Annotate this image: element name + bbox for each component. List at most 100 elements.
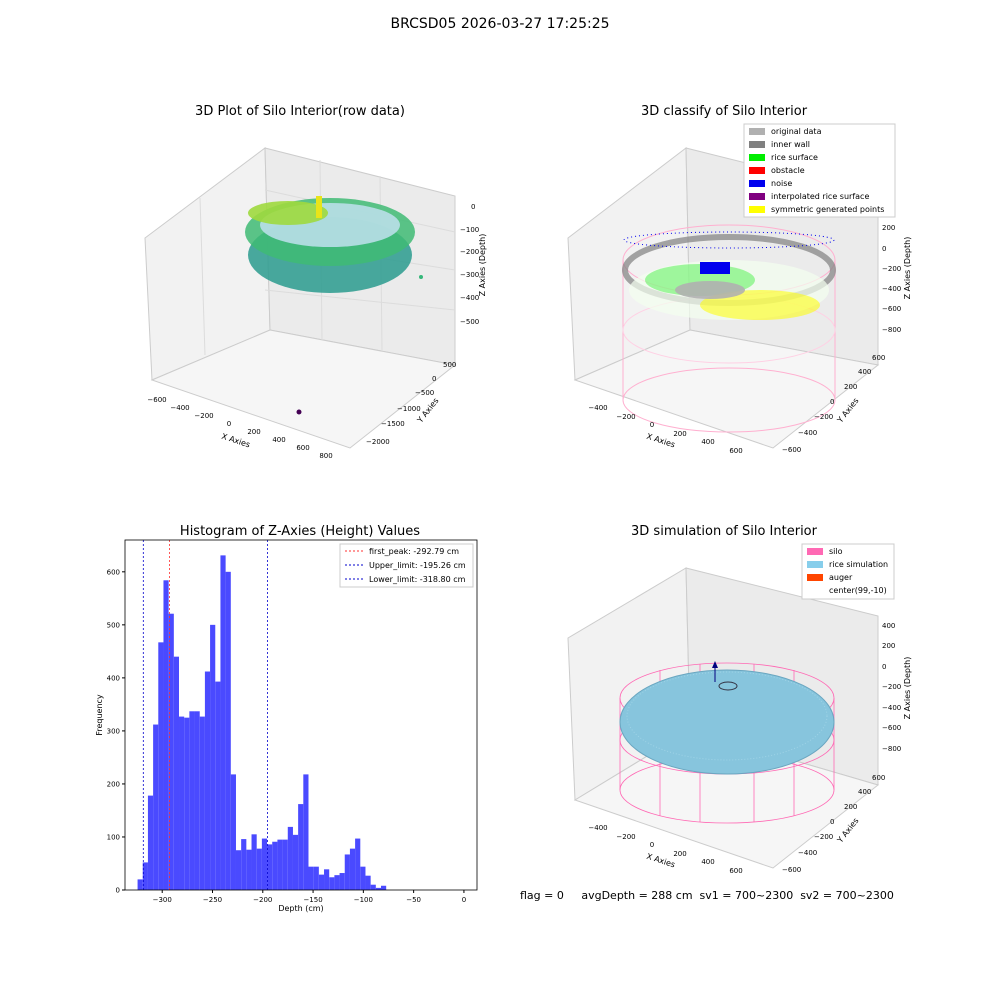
panel1-xtick: 200 [247,428,260,436]
histogram-bar [334,875,340,890]
panel2-legend-items: original data inner wall rice surface ob… [749,127,884,214]
panel3-title: Histogram of Z-Axies (Height) Values [179,524,421,539]
histogram-ytick-label: 200 [107,780,120,788]
histogram-bar [147,795,154,890]
panel4-ztick: 200 [882,642,895,650]
histogram-bar [210,624,216,890]
panel1-xtick: −400 [170,404,189,412]
histogram-bar [282,839,288,890]
histogram-bar [256,848,262,890]
legend-label: rice surface [771,153,818,162]
histogram-bar [292,834,299,890]
histogram-bar [220,555,226,890]
panel4-legend-items: silo rice simulation auger center(99,-10… [807,547,888,595]
panel2-zticks: 200 0 −200 −400 −600 −800 [882,224,901,334]
legend-swatch-rice-simulation [807,561,823,568]
histogram-ytick-label: 0 [116,887,120,895]
panel1-ytick: 500 [443,361,456,369]
legend-label: center(99,-10) [829,586,887,595]
histogram-bar [241,839,247,890]
histogram-bar [225,571,231,890]
panel2-ytick: 0 [830,398,834,406]
panel2-xtick: 600 [729,447,742,455]
panel4-center-marker [712,661,718,668]
panel2-ytick: 600 [872,354,885,362]
legend-swatch-rice-surface [749,154,765,161]
legend-swatch-interpolated [749,193,765,200]
histogram-bar [215,681,221,890]
panel4-xtick: 400 [701,858,714,866]
panel2-noise-cluster [700,262,730,274]
panel1-ztick: 0 [471,203,475,211]
panel1-pane-floor [150,329,457,449]
panel4-zticks: 400 200 0 −200 −400 −600 −800 [882,622,901,753]
panel1-xtick: 800 [319,452,332,460]
panel2-ztick: 200 [882,224,895,232]
histogram-bar [360,866,366,890]
histogram-xtick-label: −200 [253,896,272,904]
panel1-ytick: −1500 [381,420,405,428]
legend-label: noise [771,179,792,188]
panel2-ztick: 0 [882,245,886,253]
panel2-chart: original data inner wall rice surface ob… [567,123,912,455]
histogram-bar [230,774,236,890]
panel2-legend [743,123,896,218]
panel2-pane-floor [573,329,880,449]
panel4-ztick: −200 [882,683,901,691]
histogram-ytick-label: 400 [107,674,120,682]
histogram-bar [370,884,376,890]
histogram-bar [137,879,143,890]
panel4-ztick: 0 [882,663,886,671]
panel2-ztick: −200 [882,265,901,273]
panel4-ylabel: Y Axies [835,816,861,845]
panel1-zticks: 0 −100 −200 −300 −400 −500 [460,203,479,326]
panel4-title: 3D simulation of Silo Interior [631,524,817,539]
panel1-ytick: −2000 [366,438,390,446]
legend-label: symmetric generated points [771,205,884,214]
panel1-xtick: −600 [147,396,166,404]
histogram-bar [381,885,387,890]
histogram-bar [344,854,350,890]
histogram-bar [251,834,257,890]
panel4-ytick: 200 [844,803,857,811]
panel2-title: 3D classify of Silo Interior [640,104,808,119]
panel2-xticks: −400 −200 0 200 400 600 [588,404,742,455]
panel2-xtick: 200 [673,430,686,438]
histogram-bar [318,874,325,890]
panel4-rice-simulation [619,669,835,775]
panel1-yticks: 500 0 −500 −1000 −1500 −2000 [366,361,456,446]
panel1-xticks: −600 −400 −200 0 200 400 600 800 [147,396,332,460]
histogram-bar [168,613,174,890]
panel4-ytick: −200 [814,833,833,841]
histogram-bar [173,656,180,890]
panel1-xtick: 600 [296,444,309,452]
legend-swatch-obstacle [749,167,765,174]
histogram-bars [137,555,387,890]
panel2-xlabel: X Axies [645,432,676,450]
legend-label: auger [829,573,853,582]
panel2-xtick: −400 [588,404,607,412]
panel1-outlier-point [296,409,302,415]
panel4-ytick: −400 [798,849,817,857]
legend-label: original data [771,127,822,136]
panel2-noise-ring [623,231,835,249]
histogram-bar [267,844,273,890]
panel1-zlabel: Z Axies (Depth) [478,234,487,297]
histogram-bar [184,717,190,890]
panel2-yticks: 600 400 200 0 −200 −400 −600 [782,354,885,454]
legend-swatch-original-data [749,128,765,135]
histogram-bar [365,875,371,890]
legend-swatch-silo [807,548,823,555]
panel2-zlabel: Z Axies (Depth) [903,237,912,300]
panel4-ztick: −400 [882,704,901,712]
histogram-bar [261,838,268,890]
histogram-bar [179,716,185,890]
panel4-yticks: 600 400 200 0 −200 −400 −600 [782,774,885,874]
histogram-xtick-label: −50 [406,896,421,904]
panel4-xticks: −400 −200 0 200 400 600 [588,824,742,875]
figure-suptitle: BRCSD05 2026-03-27 17:25:25 [390,16,610,32]
legend-swatch-noise [749,180,765,187]
panel1-ztick: −500 [460,318,479,326]
histogram-bar [313,866,319,890]
panel4-zlabel: Z Axies (Depth) [903,657,912,720]
